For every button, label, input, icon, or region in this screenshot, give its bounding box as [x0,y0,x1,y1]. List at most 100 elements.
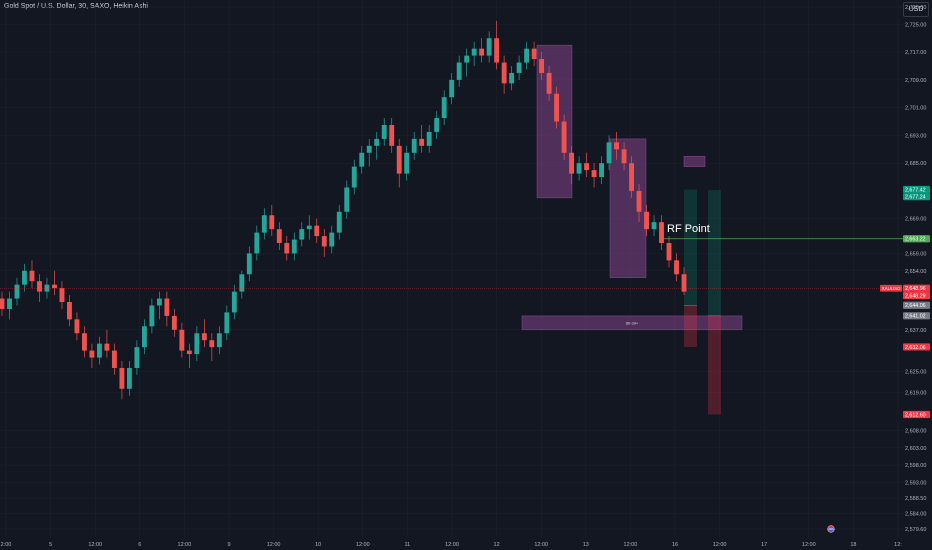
candle-body [276,229,282,244]
candle-body [299,229,305,240]
price-tag [903,410,930,419]
candle-body [509,72,515,84]
price-tag [903,343,930,351]
candle-body [561,121,567,153]
candle-body [306,225,312,230]
y-tick-label: 2,730.00 [905,5,926,11]
candle-body [576,163,582,174]
x-tick-label: 10 [315,542,321,548]
y-tick-label: 2,637.00 [905,328,926,334]
time-axis[interactable]: 2:00 5 12:00 6 12:00 9 12:00 10 12:00 11 12:00 12 12… [1,542,903,548]
candle-body [456,62,462,80]
candle-body [434,118,440,132]
price-tag-label: 2,632.06 [905,345,926,351]
candle-body [96,343,102,358]
price-tag-label: 2,612.60 [905,412,926,418]
position-profit-zone [684,189,697,306]
y-tick-label: 2,619.00 [905,390,926,396]
price-tag [903,193,930,201]
candle-body [59,288,65,303]
candle-body [209,340,215,348]
x-tick-label: 6 [138,542,141,548]
zone-label: 86-39+ [626,320,639,325]
candle-body [411,138,417,153]
candle-body [52,284,57,289]
price-tag-label: 2,663.22 [905,237,926,243]
candle-body [261,215,267,233]
candle-body [111,350,117,368]
y-tick-label: 2,685.00 [905,161,926,167]
x-tick-label: 12: [894,542,902,548]
candle-body [486,38,492,56]
x-tick-label: 12:00 [802,542,816,548]
candle-body [651,222,657,230]
candle-body [374,138,380,146]
candles [0,20,687,400]
candle-body [246,253,252,275]
candle-body [479,48,485,56]
x-tick-label: 12:00 [267,542,281,548]
x-tick-label: 12:00 [624,542,638,548]
candle-body [156,298,162,306]
price-axis[interactable]: 2,730.00 2,725.00 2,717.00 2,709.00 2,701.00… [905,5,926,533]
candle-body [494,38,500,63]
candle-body [666,243,672,261]
x-tick-label: 12 [494,542,500,548]
overlays: RF Point [0,223,903,289]
position-loss-zone [684,305,697,347]
candle-body [119,367,125,389]
candle-body [67,302,72,320]
economic-event-icon[interactable] [827,525,835,533]
candle-body [254,232,260,254]
candle-body [359,152,365,167]
price-tag-label: 2,648.96 [905,286,926,292]
y-tick-label: 2,584.00 [905,512,926,518]
position-profit-zone [708,190,721,316]
candle-body [524,48,530,63]
candle-body [194,333,200,355]
supply-zone [683,155,706,167]
y-tick-label: 2,717.00 [905,50,926,56]
y-tick-label: 2,603.00 [905,446,926,452]
candle-body [381,125,387,139]
x-tick-label: 17 [761,542,767,548]
chart-title: Gold Spot / U.S. Dollar, 30, SAXO, Heiki… [4,3,148,10]
x-tick-label: 16 [672,542,678,548]
candle-body [329,232,335,247]
y-tick-label: 2,579.60 [905,527,926,533]
grid-lines [0,0,903,538]
price-tag-label: 2,648.29 [905,293,926,299]
x-tick-label: 12:00 [534,542,548,548]
candle-body [659,222,664,244]
candle-body [471,48,477,56]
supply-zone [521,315,743,331]
candle-body [164,298,170,316]
candle-body [321,236,327,247]
y-tick-label: 2,625.00 [905,369,926,375]
candle-body [531,48,537,60]
y-tick-label: 2,693.00 [905,133,926,139]
candle-body [82,333,87,351]
candle-body [74,319,80,334]
candle-body [644,211,649,230]
candle-body [629,163,634,191]
candle-body [37,281,42,292]
position-loss-zone [708,315,721,415]
y-tick-label: 2,725.00 [905,22,926,28]
candle-body [269,215,275,230]
candle-body [284,243,290,254]
price-tag [903,185,930,194]
x-tick-label: 5 [49,542,52,548]
rf-point-label: RF Point [667,223,710,235]
candle-body [636,190,642,212]
candle-body [141,326,147,348]
y-tick-label: 2,598.00 [905,463,926,469]
candle-body [171,315,177,330]
currency-button[interactable]: USD [903,2,929,17]
candle-body [231,291,237,313]
candle-body [614,142,619,150]
x-tick-label: 12:00 [88,542,102,548]
candle-body [344,187,350,212]
candle-body [149,305,155,327]
